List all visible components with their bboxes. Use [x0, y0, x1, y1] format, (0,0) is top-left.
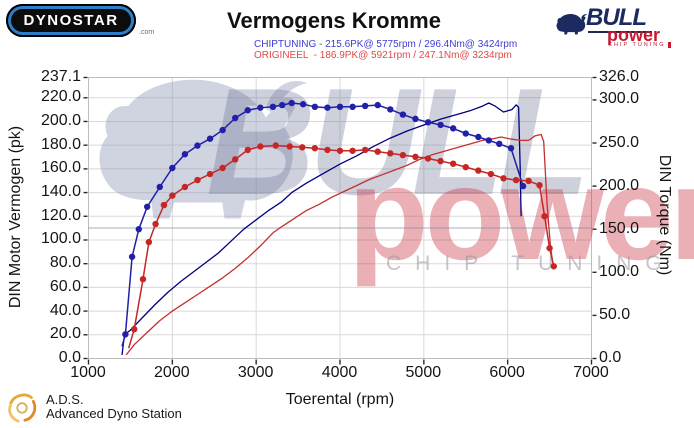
- bull-logo-chip-tuning: CHIP TUNING: [608, 42, 671, 48]
- page-title: Vermogens Kromme: [227, 8, 441, 33]
- dynostar-logo: DYNOSTAR: [6, 4, 136, 37]
- x-tick-5000: 5000: [405, 364, 442, 381]
- y-left-tick-180.0: 180.0: [40, 135, 81, 153]
- y-right-tick-250.0: 250.0: [599, 133, 640, 151]
- x-tick-2000: 2000: [154, 364, 190, 381]
- x-tick-6000: 6000: [489, 364, 525, 381]
- x-tick-1000: 1000: [70, 364, 106, 381]
- x-tick-7000: 7000: [573, 364, 609, 381]
- y-left-tick-237.1: 237.1: [40, 68, 81, 85]
- dot-chiptuning-koppel: [128, 253, 136, 260]
- y-right-tick-326.0: 326.0: [599, 68, 640, 85]
- dot-origineel-koppel: [139, 275, 147, 283]
- bull-logo-brand: BULL: [586, 4, 647, 31]
- ads-title: A.D.S.: [46, 392, 84, 407]
- bull-icon: [556, 13, 588, 35]
- y-left-tick-40.0: 40.0: [49, 301, 81, 319]
- bull-logo-power: power: [607, 25, 661, 45]
- y-axis-title-left: DIN Motor Vermogen (pk): [7, 125, 24, 309]
- dynostar-com-suffix: .com: [139, 29, 155, 36]
- y-left-tick-120.0: 120.0: [40, 206, 81, 224]
- y-right-tick-0.0: 0.0: [599, 349, 622, 366]
- y-left-tick-200.0: 200.0: [40, 111, 81, 129]
- chiptuning-result-line: CHIPTUNING - 215.6PK@ 5775rpm / 296.4Nm@…: [254, 39, 518, 50]
- y-right-tick-300.0: 300.0: [599, 90, 640, 108]
- x-tick-4000: 4000: [321, 364, 358, 381]
- y-left-tick-140.0: 140.0: [40, 183, 81, 201]
- y-right-tick-200.0: 200.0: [599, 176, 640, 194]
- ads-subtitle: Advanced Dyno Station: [46, 406, 182, 421]
- origineel-result-line: ORIGINEEL - 186.9PK@ 5921rpm / 247.1Nm@ …: [254, 50, 512, 61]
- y-left-tick-160.0: 160.0: [40, 159, 81, 177]
- x-tick-3000: 3000: [237, 364, 274, 381]
- y-axis-title-right: DIN Torque (Nm): [656, 154, 673, 276]
- y-left-tick-20.0: 20.0: [49, 325, 81, 343]
- dot-origineel-koppel: [130, 325, 138, 333]
- y-right-tick-50.0: 50.0: [599, 305, 631, 323]
- y-right-tick-150.0: 150.0: [599, 219, 640, 237]
- y-left-tick-60.0: 60.0: [49, 277, 81, 295]
- ads-logo-icon: [8, 393, 37, 423]
- y-right-tick-100.0: 100.0: [599, 262, 640, 280]
- dot-chiptuning-koppel: [122, 331, 129, 338]
- watermark-underline: [88, 227, 591, 229]
- y-left-tick-100.0: 100.0: [40, 230, 81, 248]
- dot-origineel-koppel: [145, 238, 153, 246]
- y-left-tick-0.0: 0.0: [58, 349, 81, 366]
- dynostar-logo-text: DYNOSTAR: [23, 12, 119, 29]
- bull-power-logo: BULL power CHIP TUNING: [552, 4, 687, 50]
- y-left-tick-220.0: 220.0: [40, 88, 81, 106]
- x-axis-title: Toerental (rpm): [285, 391, 395, 408]
- y-left-tick-80.0: 80.0: [49, 254, 81, 272]
- bull-logo-rule: [588, 31, 652, 33]
